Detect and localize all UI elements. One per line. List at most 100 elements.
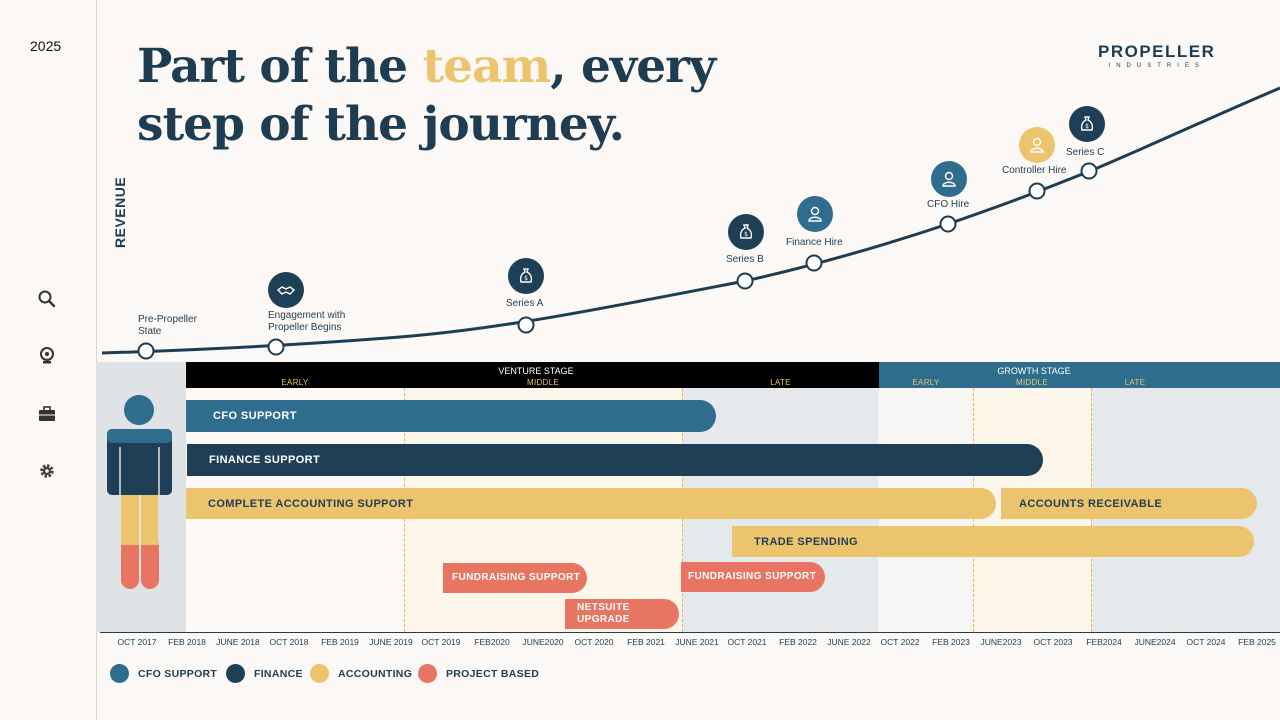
growth-early-label: EARLY bbox=[912, 378, 940, 387]
timeline-tick-label: JUNE2023 bbox=[980, 637, 1022, 647]
timeline-tick-label: JUNE 2022 bbox=[827, 637, 871, 647]
milestone-dot bbox=[1080, 162, 1098, 180]
netsuite-line-2: UPGRADE bbox=[577, 614, 630, 625]
legend-swatch bbox=[226, 664, 245, 683]
milestone-series-c: Series C bbox=[1066, 147, 1105, 158]
timeline-tick-label: FEB 2025 bbox=[1238, 637, 1276, 647]
growth-stage-title: GROWTH STAGE bbox=[997, 366, 1071, 376]
trade-spending-bar: TRADE SPENDING bbox=[732, 526, 1254, 557]
venture-late-label: LATE bbox=[770, 378, 791, 387]
person-icon bbox=[1019, 127, 1055, 163]
milestone-dot bbox=[137, 342, 155, 360]
svg-text:$: $ bbox=[744, 231, 748, 238]
money-bag-icon: $ bbox=[508, 258, 544, 294]
legend-label: FINANCE bbox=[254, 667, 303, 680]
finance-support-bar: FINANCE SUPPORT bbox=[187, 444, 1043, 476]
year-label: 2025 bbox=[30, 38, 62, 54]
milestone-series-b: Series B bbox=[726, 254, 764, 265]
legend-swatch bbox=[110, 664, 129, 683]
complete-accounting-bar: COMPLETE ACCOUNTING SUPPORT bbox=[186, 488, 996, 519]
milestone-pre-propeller: Pre-Propeller State bbox=[138, 314, 197, 337]
title-part: , every bbox=[550, 39, 716, 94]
timeline-tick-label: JUNE2020 bbox=[522, 637, 564, 647]
milestone-dot bbox=[939, 215, 957, 233]
money-bag-icon: $ bbox=[1069, 106, 1105, 142]
timeline-tick-label: OCT 2023 bbox=[1033, 637, 1073, 647]
venture-middle-label: MIDDLE bbox=[526, 378, 560, 387]
milestone-dot bbox=[1028, 182, 1046, 200]
title-line-2: step of the journey. bbox=[137, 97, 625, 152]
legend-item: ACCOUNTING bbox=[310, 664, 412, 683]
milestone-dot bbox=[805, 254, 823, 272]
timeline-tick-label: FEB 2018 bbox=[168, 637, 206, 647]
venture-early-label: EARLY bbox=[281, 378, 309, 387]
timeline-tick-label: FEB 2021 bbox=[627, 637, 665, 647]
title-accent-word: team bbox=[422, 39, 551, 94]
handshake-icon bbox=[268, 272, 304, 308]
timeline-tick-label: OCT 2022 bbox=[880, 637, 920, 647]
legend-label: CFO SUPPORT bbox=[138, 667, 218, 680]
timeline-tick-label: OCT 2018 bbox=[269, 637, 309, 647]
netsuite-line-1: NETSUITE bbox=[577, 602, 630, 613]
search-icon[interactable] bbox=[36, 288, 58, 310]
timeline-tick-label: JUNE2024 bbox=[1134, 637, 1176, 647]
company-logo: PROPELLER INDUSTRIES bbox=[1098, 42, 1215, 69]
milestone-engagement: Engagement with Propeller Begins bbox=[268, 310, 346, 333]
revenue-line bbox=[101, 86, 1280, 355]
timeline-tick-label: JUNE 2019 bbox=[369, 637, 413, 647]
legend-item: PROJECT BASED bbox=[418, 664, 539, 683]
growth-stage-bar bbox=[879, 362, 1280, 388]
fundraising-support-bar: FUNDRAISING SUPPORT bbox=[681, 562, 825, 592]
svg-text:$: $ bbox=[1085, 123, 1089, 130]
legend-label: PROJECT BASED bbox=[446, 667, 540, 680]
cfo-support-bar: CFO SUPPORT bbox=[186, 400, 716, 432]
legend-swatch bbox=[310, 664, 329, 683]
webcam-icon[interactable] bbox=[36, 345, 58, 367]
venture-stage-bar bbox=[186, 362, 879, 388]
growth-late-label: LATE bbox=[1124, 378, 1146, 387]
milestone-finance-hire: Finance Hire bbox=[786, 237, 843, 248]
timeline-tick-label: OCT 2020 bbox=[574, 637, 614, 647]
milestone-controller-hire: Controller Hire bbox=[1002, 165, 1067, 176]
person-icon bbox=[931, 161, 967, 197]
title-part: Part of the bbox=[137, 39, 423, 94]
svg-text:$: $ bbox=[524, 275, 528, 282]
money-bag-icon: $ bbox=[728, 214, 764, 250]
timeline-tick-label: OCT 2024 bbox=[1186, 637, 1226, 647]
person-icon bbox=[797, 196, 833, 232]
logo-name: PROPELLER bbox=[1098, 42, 1216, 61]
fundraising-support-bar: FUNDRAISING SUPPORT bbox=[443, 563, 587, 593]
gear-icon[interactable] bbox=[36, 460, 58, 482]
timeline-axis bbox=[100, 632, 1280, 633]
timeline-tick-label: FEB2020 bbox=[474, 637, 510, 647]
timeline-tick-label: FEB 2019 bbox=[321, 637, 359, 647]
timeline-tick-label: OCT 2019 bbox=[421, 637, 461, 647]
netsuite-upgrade-bar: NETSUITE UPGRADE bbox=[565, 599, 679, 629]
milestone-dot bbox=[517, 316, 535, 334]
page-title: Part of the team, every step of the jour… bbox=[137, 38, 716, 154]
logo-subtitle: INDUSTRIES bbox=[1108, 63, 1205, 69]
person-figure-icon bbox=[107, 395, 172, 589]
accounts-receivable-bar: ACCOUNTS RECEIVABLE bbox=[1001, 488, 1257, 519]
timeline-tick-label: JUNE 2018 bbox=[216, 637, 260, 647]
legend-item: FINANCE bbox=[226, 664, 303, 683]
legend-swatch bbox=[418, 664, 437, 683]
timeline-tick-label: FEB2024 bbox=[1086, 637, 1122, 647]
legend-item: CFO SUPPORT bbox=[110, 664, 217, 683]
milestone-cfo-hire: CFO Hire bbox=[927, 199, 970, 210]
briefcase-icon[interactable] bbox=[36, 403, 58, 425]
person-figure-panel bbox=[96, 362, 186, 632]
milestone-dot bbox=[267, 338, 285, 356]
venture-stage-title: VENTURE STAGE bbox=[498, 366, 574, 376]
timeline-tick-label: OCT 2021 bbox=[727, 637, 767, 647]
timeline-tick-label: FEB 2023 bbox=[932, 637, 970, 647]
legend-label: ACCOUNTING bbox=[338, 667, 413, 680]
sidebar: 2025 bbox=[0, 0, 97, 720]
timeline-tick-label: FEB 2022 bbox=[779, 637, 817, 647]
timeline-tick-label: OCT 2017 bbox=[117, 637, 157, 647]
milestone-dot bbox=[736, 272, 754, 290]
growth-middle-label: MIDDLE bbox=[1015, 378, 1049, 387]
revenue-curve bbox=[101, 86, 1280, 360]
milestone-series-a: Series A bbox=[506, 298, 544, 309]
timeline-tick-label: JUNE 2021 bbox=[675, 637, 719, 647]
